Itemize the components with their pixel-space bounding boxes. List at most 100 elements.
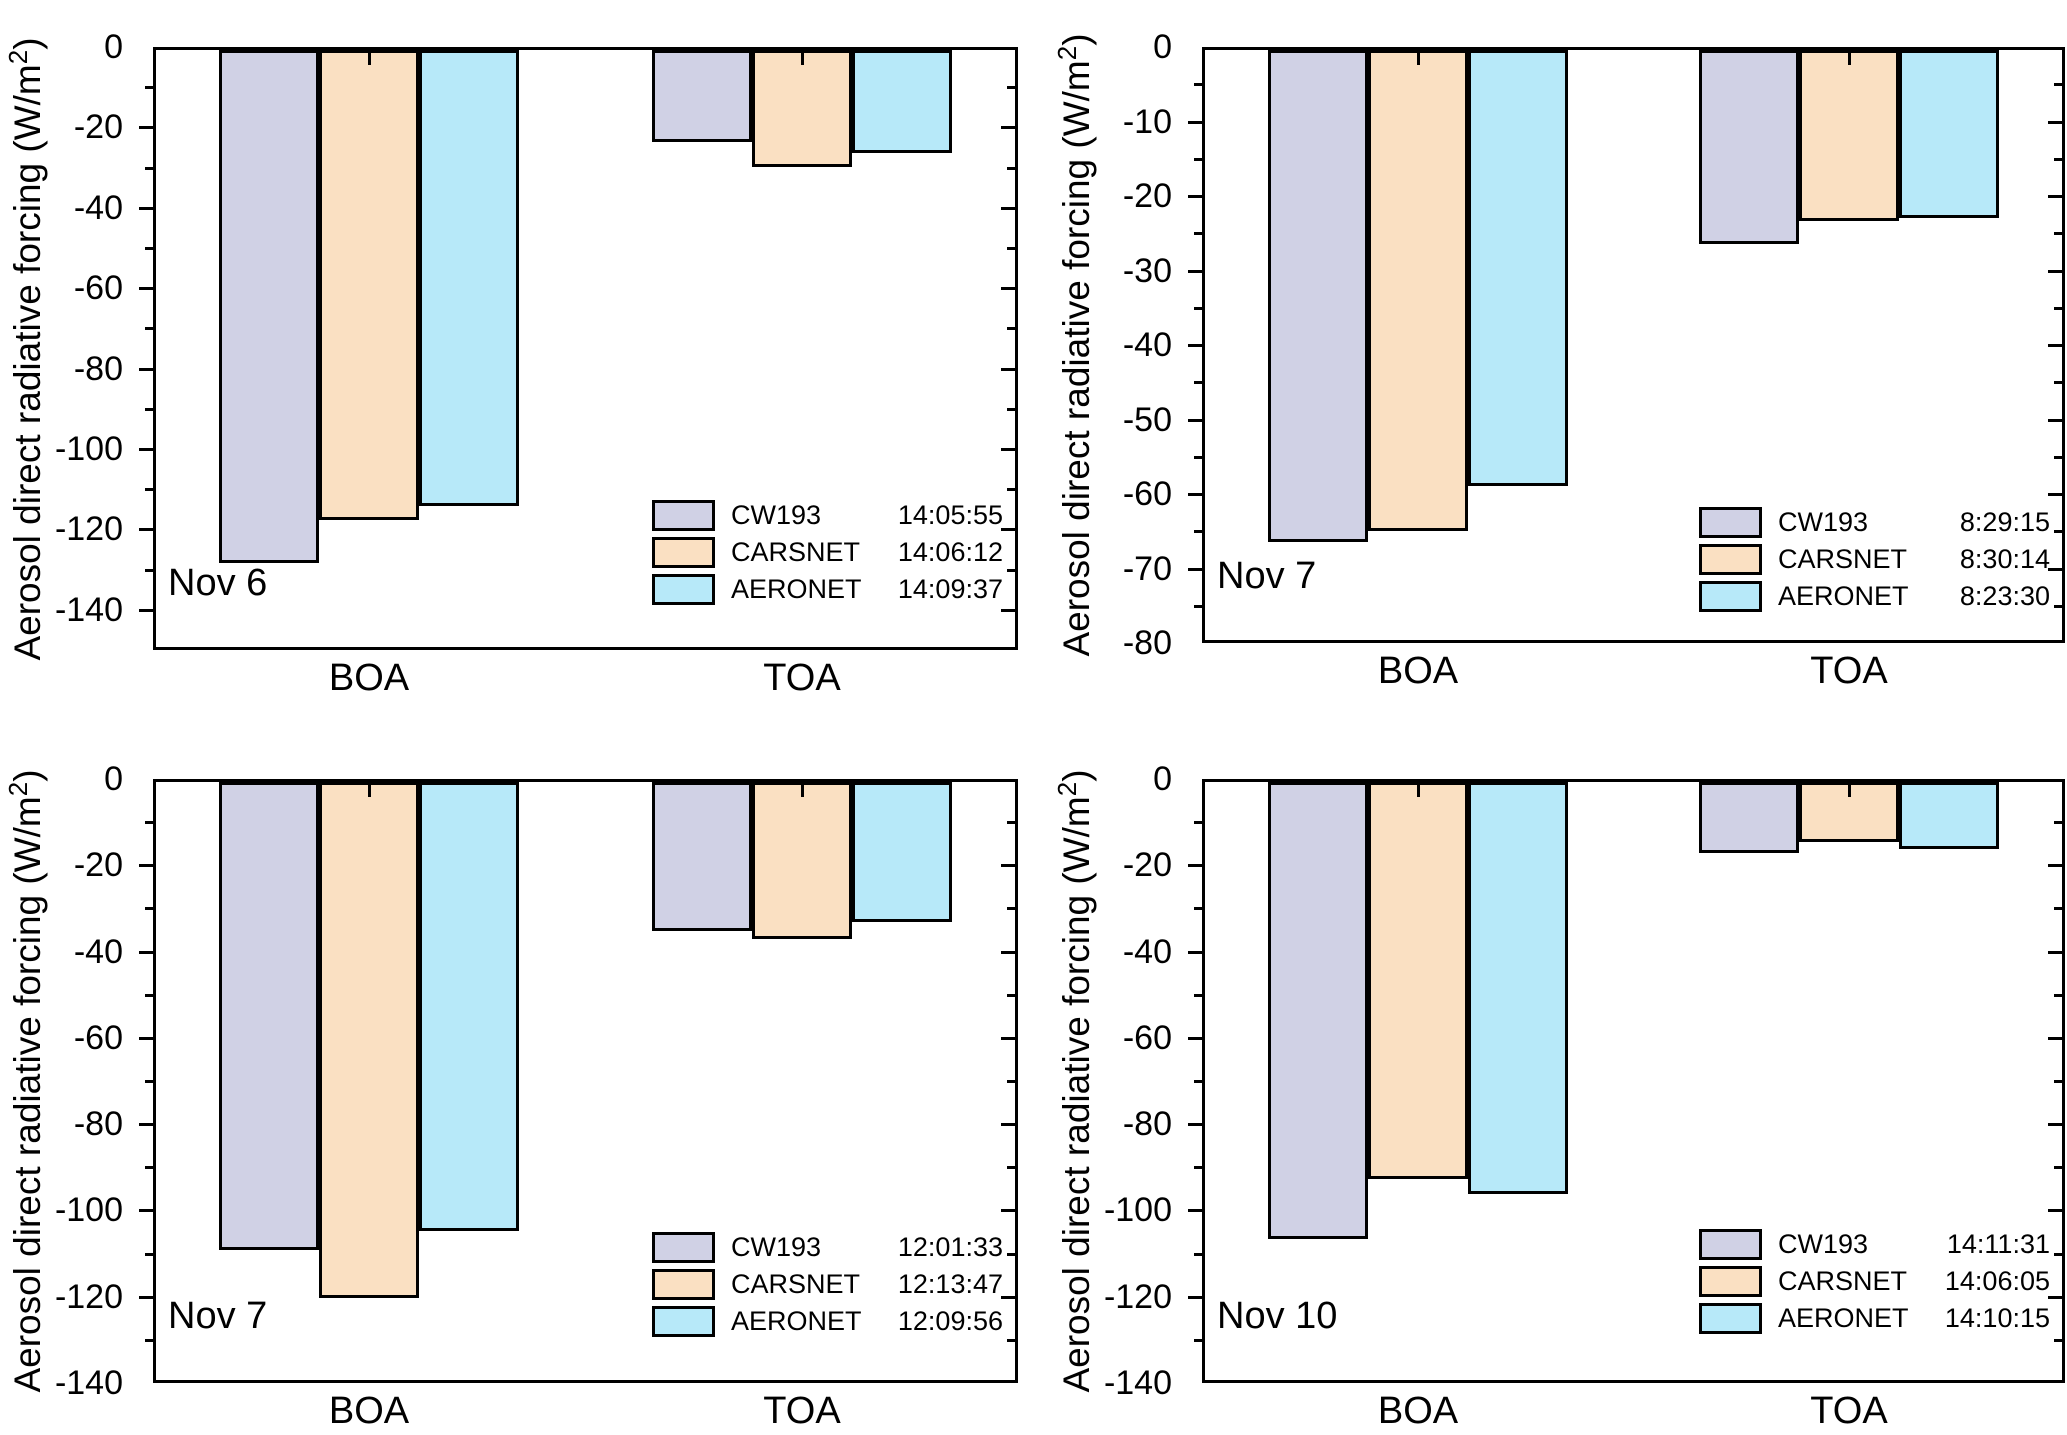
x-axis-category-label: TOA (763, 657, 841, 699)
ytick-minor-left (145, 1339, 153, 1342)
y-axis-title: Aerosol direct radiative forcing (W/m2) (3, 769, 49, 1392)
y-axis-tick-label: -120 (1103, 1278, 1172, 1316)
legend-row-aeronet: AERONET 14:09:37 (156, 574, 1015, 605)
ytick-major-left (139, 951, 153, 954)
ytick-minor-right (2054, 907, 2062, 910)
ytick-minor-left (1194, 307, 1202, 310)
y-axis-tick-label: -20 (1122, 846, 1172, 884)
ytick-minor-left (1194, 1166, 1202, 1169)
legend-label-cw193: CW193 (731, 500, 822, 530)
top-axis-tick-toa (1848, 782, 1851, 797)
ytick-minor-left (1194, 381, 1202, 384)
y-axis-tick-label: -80 (73, 1105, 123, 1143)
legend-time-cw193: 14:05:55 (897, 500, 1003, 530)
y-axis-title-close: ) (1056, 769, 1098, 782)
top-axis-tick-boa (1417, 782, 1420, 797)
bar-top-right-toa-carsnet (1799, 50, 1899, 221)
ytick-minor-right (2054, 1253, 2062, 1256)
ytick-major-right (2048, 493, 2062, 496)
ytick-minor-left (145, 821, 153, 824)
ytick-minor-right (2054, 1339, 2062, 1342)
y-axis-tick-label: 0 (1153, 28, 1172, 66)
ytick-major-right (1001, 528, 1015, 531)
ytick-major-left (1188, 344, 1202, 347)
y-axis-tick-label: -100 (54, 430, 123, 468)
legend-time-aeronet: 12:09:56 (897, 1306, 1003, 1336)
legend-time-aeronet: 14:09:37 (897, 574, 1003, 604)
legend-row-aeronet: AERONET 8:23:30 (1205, 581, 2062, 612)
ytick-major-left (139, 368, 153, 371)
legend-time-aeronet: 14:10:15 (1944, 1303, 2050, 1333)
legend-label-cw193: CW193 (1778, 1229, 1869, 1259)
y-axis-title-text: Aerosol direct radiative forcing (W/m (7, 796, 49, 1393)
ytick-minor-right (2054, 307, 2062, 310)
legend-swatch-cw193 (652, 1232, 715, 1263)
ytick-major-left (1188, 1037, 1202, 1040)
y-axis-tick-label: -140 (54, 591, 123, 629)
y-axis-tick-label: -60 (73, 1019, 123, 1057)
y-axis-tick-label: -120 (54, 510, 123, 548)
ytick-major-right (2048, 1209, 2062, 1212)
legend-label-aeronet: AERONET (731, 574, 862, 604)
x-axis-category-label: BOA (1377, 650, 1459, 692)
ytick-minor-left (1194, 530, 1202, 533)
bar-bottom-left-toa-cw193 (652, 782, 752, 931)
ytick-minor-right (1007, 1339, 1015, 1342)
ytick-major-right (2048, 195, 2062, 198)
top-axis-tick-toa (801, 782, 804, 797)
date-label: Nov 7 (1217, 555, 1317, 597)
y-axis-title-text: Aerosol direct radiative forcing (W/m (7, 64, 49, 661)
ytick-major-left (139, 126, 153, 129)
legend-label-aeronet: AERONET (1778, 1303, 1909, 1333)
legend-row-carsnet: CARSNET 14:06:12 (156, 537, 1015, 568)
bar-bottom-right-boa-carsnet (1368, 782, 1468, 1179)
legend-swatch-carsnet (1699, 544, 1762, 575)
ytick-major-right (2048, 121, 2062, 124)
ytick-minor-right (1007, 994, 1015, 997)
legend-swatch-cw193 (1699, 1229, 1762, 1260)
y-axis-tick-label: 0 (104, 760, 123, 798)
ytick-major-right (1001, 864, 1015, 867)
ytick-minor-left (1194, 158, 1202, 161)
ytick-major-left (1188, 568, 1202, 571)
legend-row-cw193: CW193 14:05:55 (156, 500, 1015, 531)
legend-time-carsnet: 8:30:14 (1959, 544, 2050, 574)
legend-time-aeronet: 8:23:30 (1959, 581, 2050, 611)
y-axis-tick-label: -40 (1122, 933, 1172, 971)
x-axis-category-label: TOA (1810, 1390, 1888, 1432)
ytick-major-left (139, 207, 153, 210)
bar-top-right-boa-cw193 (1268, 50, 1368, 542)
ytick-minor-right (1007, 247, 1015, 250)
y-axis-tick-label: -60 (1122, 475, 1172, 513)
bar-top-left-toa-cw193 (652, 50, 752, 142)
y-axis-title-superscript: 2 (2, 49, 33, 65)
ytick-major-right (2048, 344, 2062, 347)
ytick-minor-right (2054, 456, 2062, 459)
ytick-major-left (139, 1123, 153, 1126)
ytick-minor-right (1007, 569, 1015, 572)
ytick-major-right (2048, 1123, 2062, 1126)
y-axis-tick-label: -40 (73, 189, 123, 227)
ytick-minor-right (1007, 1080, 1015, 1083)
y-axis-tick-label: -50 (1122, 401, 1172, 439)
ytick-major-right (1001, 1209, 1015, 1212)
legend-label-carsnet: CARSNET (731, 537, 861, 567)
ytick-major-left (1188, 1296, 1202, 1299)
y-axis-title: Aerosol direct radiative forcing (W/m2) (3, 37, 49, 660)
ytick-minor-right (2054, 1080, 2062, 1083)
ytick-minor-left (145, 1253, 153, 1256)
ytick-minor-right (1007, 86, 1015, 89)
ytick-minor-right (1007, 408, 1015, 411)
y-axis-tick-label: -100 (54, 1191, 123, 1229)
ytick-major-left (1188, 195, 1202, 198)
y-axis-title: Aerosol direct radiative forcing (W/m2) (1052, 33, 1098, 656)
date-label: Nov 6 (168, 562, 268, 604)
ytick-major-right (2048, 419, 2062, 422)
ytick-major-right (1001, 1123, 1015, 1126)
y-axis-title-text: Aerosol direct radiative forcing (W/m (1056, 796, 1098, 1393)
ytick-minor-right (1007, 821, 1015, 824)
ytick-major-right (2048, 951, 2062, 954)
ytick-minor-left (1194, 821, 1202, 824)
y-axis-title-superscript: 2 (1051, 45, 1082, 61)
